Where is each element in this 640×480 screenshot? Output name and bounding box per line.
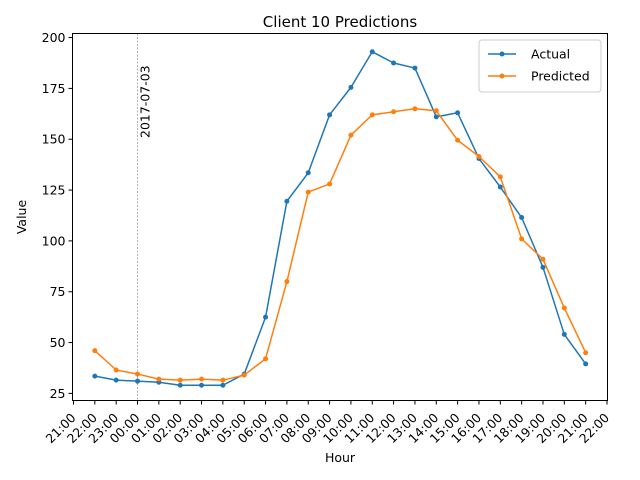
series-line-predicted bbox=[94, 107, 587, 381]
point-actual-23 bbox=[583, 361, 589, 367]
point-predicted-15 bbox=[412, 106, 418, 112]
point-actual-1 bbox=[113, 377, 119, 383]
point-actual-20 bbox=[519, 215, 525, 221]
point-actual-0 bbox=[92, 373, 98, 379]
point-predicted-1 bbox=[113, 367, 119, 373]
series-line-actual bbox=[94, 51, 587, 387]
y-tick-label-200: 200 bbox=[42, 30, 66, 45]
point-actual-14 bbox=[391, 60, 397, 66]
legend: Actual Predicted bbox=[478, 39, 602, 93]
legend-label-actual: Actual bbox=[531, 47, 570, 62]
point-predicted-2 bbox=[135, 371, 141, 377]
point-predicted-17 bbox=[455, 137, 461, 143]
y-tick-label-125: 125 bbox=[42, 183, 66, 198]
point-actual-9 bbox=[284, 198, 290, 204]
y-tick-label-75: 75 bbox=[50, 284, 66, 299]
point-actual-6 bbox=[220, 382, 226, 388]
annotation-layer: 2017-07-03 bbox=[137, 33, 153, 401]
point-predicted-19 bbox=[497, 174, 503, 180]
legend-marker-actual bbox=[499, 51, 505, 57]
x-axis-label: Hour bbox=[325, 450, 356, 465]
point-actual-13 bbox=[369, 49, 375, 55]
point-predicted-10 bbox=[305, 189, 311, 195]
annotation-label: 2017-07-03 bbox=[138, 65, 153, 138]
point-predicted-11 bbox=[327, 181, 333, 187]
plot-frame bbox=[72, 33, 608, 401]
legend-label-predicted: Predicted bbox=[531, 69, 590, 84]
point-actual-4 bbox=[177, 382, 183, 388]
point-predicted-18 bbox=[476, 154, 482, 160]
point-actual-21 bbox=[540, 264, 546, 270]
point-predicted-6 bbox=[220, 377, 226, 383]
chart-title: Client 10 Predictions bbox=[263, 13, 418, 31]
point-actual-5 bbox=[199, 382, 205, 388]
point-actual-22 bbox=[561, 331, 567, 337]
point-predicted-4 bbox=[177, 377, 183, 383]
y-tick-label-50: 50 bbox=[50, 335, 66, 350]
point-predicted-0 bbox=[92, 348, 98, 354]
point-predicted-16 bbox=[433, 108, 439, 114]
point-actual-17 bbox=[455, 110, 461, 116]
point-actual-8 bbox=[263, 314, 269, 320]
point-actual-11 bbox=[327, 112, 333, 118]
point-predicted-12 bbox=[348, 132, 354, 138]
point-actual-16 bbox=[433, 114, 439, 120]
series-layer bbox=[92, 49, 589, 388]
point-predicted-22 bbox=[561, 305, 567, 311]
y-tick-label-100: 100 bbox=[42, 233, 66, 248]
point-predicted-3 bbox=[156, 376, 162, 382]
point-predicted-20 bbox=[519, 236, 525, 242]
point-predicted-7 bbox=[241, 372, 247, 378]
point-actual-12 bbox=[348, 84, 354, 90]
point-predicted-14 bbox=[391, 109, 397, 115]
y-tick-label-175: 175 bbox=[42, 81, 66, 96]
point-predicted-23 bbox=[583, 350, 589, 356]
point-actual-10 bbox=[305, 170, 311, 176]
y-axis: 25 50 75 100 125 150 175 200 bbox=[42, 30, 73, 401]
legend-box bbox=[478, 39, 602, 93]
point-predicted-8 bbox=[263, 356, 269, 362]
point-actual-15 bbox=[412, 65, 418, 71]
point-predicted-21 bbox=[540, 256, 546, 262]
point-predicted-9 bbox=[284, 279, 290, 285]
point-predicted-5 bbox=[199, 376, 205, 382]
y-tick-label-25: 25 bbox=[50, 386, 66, 401]
point-predicted-13 bbox=[369, 112, 375, 118]
y-tick-label-150: 150 bbox=[42, 132, 66, 147]
y-axis-label: Value bbox=[14, 200, 29, 235]
point-actual-19 bbox=[497, 184, 503, 190]
legend-marker-predicted bbox=[499, 73, 505, 79]
point-actual-2 bbox=[135, 378, 141, 384]
